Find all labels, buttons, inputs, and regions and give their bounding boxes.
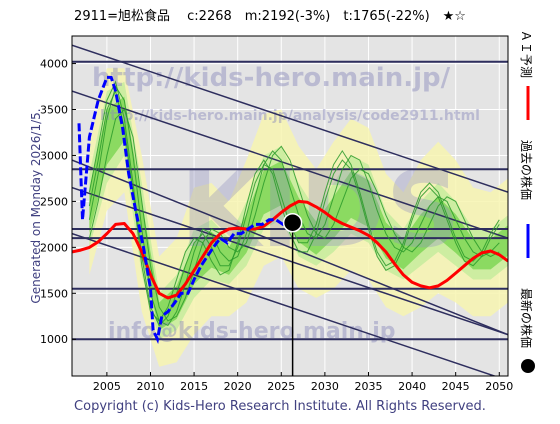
chart-title: 2911=旭松食品 c:2268 m:2192(-3%) t:1765(-22%…: [74, 8, 466, 24]
legend-ai-forecast-label: ＡＩ予測: [519, 30, 533, 78]
x-tick-label: 2010: [136, 380, 164, 393]
scenario-line: [88, 89, 500, 322]
y-tick-label: 3000: [40, 149, 68, 162]
trend-channel-line: [72, 186, 508, 336]
watermark-email: info@kids-hero.main.jp: [108, 319, 396, 344]
x-tick-label: 2030: [311, 380, 339, 393]
trend-channel-line: [72, 90, 508, 239]
plot-frame: [71, 35, 509, 377]
x-tick-label: 2025: [267, 380, 295, 393]
y-tick-label: 4000: [40, 58, 68, 71]
axes: 2005 2010 2015 2020 2025 2030 2035 2040 2045 2050…: [40, 58, 513, 393]
watermark-url: http://kids-hero.main.jp/: [92, 63, 451, 93]
x-tick-label: 2050: [485, 380, 513, 393]
x-tick-label: 2035: [354, 380, 382, 393]
scenario-line: [88, 80, 500, 327]
past-price-line: [77, 75, 291, 344]
x-tick-label: 2005: [93, 380, 121, 393]
x-tick-label: 2045: [442, 380, 470, 393]
scenario-line: [88, 108, 500, 322]
x-tick-label: 2020: [224, 380, 252, 393]
y-tick-label: 3500: [40, 104, 68, 117]
latest-price-marker-group: [282, 212, 303, 376]
legend: ＡＩ予測 過去の株価 最新の株価: [519, 30, 535, 373]
y-tick-label: 1000: [40, 333, 68, 346]
watermark-analysis-url: http://kids-hero.main.jp/analysis/code29…: [100, 108, 480, 124]
legend-past-price-label: 過去の株価: [519, 140, 534, 200]
scenario-lines: [88, 80, 500, 327]
trend-channel-line: [72, 44, 508, 193]
y-tick-label: 2500: [40, 195, 68, 208]
y-tick-label: 2000: [40, 241, 68, 254]
past-price-series: [77, 75, 291, 344]
copyright-footer: Copyright (c) Kids-Hero Research Institu…: [74, 399, 486, 414]
y-tick-label: 1500: [40, 287, 68, 300]
trend-channel-line: [72, 159, 508, 336]
generated-date-label: Generated on Monday 2026/1/5.: [29, 108, 43, 303]
scenario-line: [88, 85, 500, 327]
x-tick-label: 2040: [398, 380, 426, 393]
legend-latest-price-label: 最新の株価: [519, 288, 534, 348]
latest-price-marker: [282, 212, 303, 233]
legend-latest-price-swatch: [521, 359, 535, 373]
x-tick-label: 2015: [180, 380, 208, 393]
